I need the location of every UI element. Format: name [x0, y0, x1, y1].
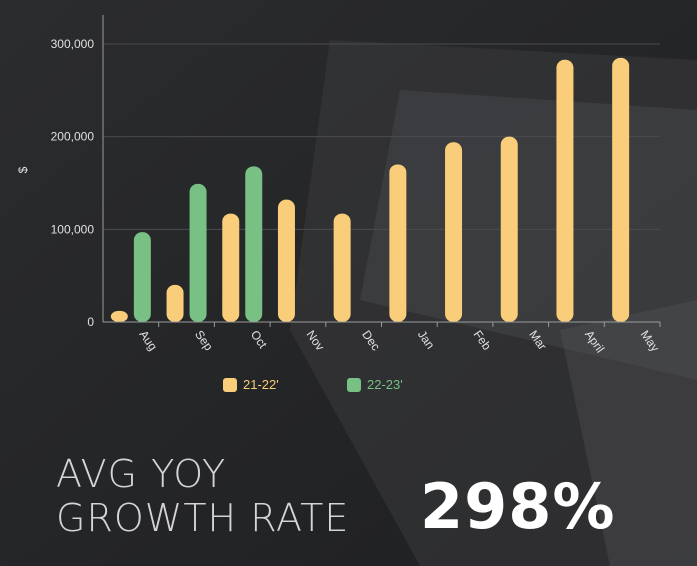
kpi-value: 298%	[420, 470, 616, 543]
bar-21-22	[333, 213, 351, 322]
y-tick-label: 300,000	[51, 37, 95, 51]
bar-21-22	[445, 142, 463, 322]
x-tick-label: Dec	[359, 328, 383, 354]
kpi-title-line2: GROWTH RATE	[56, 496, 350, 540]
bar-21-22	[612, 57, 630, 323]
legend-swatch-22-23	[347, 377, 361, 392]
legend: 21-22' 22-23'	[0, 377, 697, 397]
legend-item-22-23[interactable]: 22-23'	[347, 377, 403, 392]
y-tick-label: 0	[87, 315, 94, 329]
x-tick-label: May	[638, 328, 662, 355]
legend-swatch-21-22	[223, 377, 237, 392]
x-tick-label: Jan	[415, 328, 438, 352]
x-tick-label: Nov	[303, 328, 327, 354]
bar-21-22	[166, 284, 184, 322]
bar-22-23	[133, 232, 151, 322]
gridlines	[103, 43, 660, 230]
y-axis-label: $	[16, 166, 30, 173]
bar-21-22	[110, 310, 128, 322]
kpi-title: AVG YOY GROWTH RATE	[56, 452, 349, 540]
x-tick-label: Aug	[136, 328, 160, 354]
bar-21-22	[222, 213, 240, 322]
bar-21-22	[277, 199, 295, 322]
kpi-title-line1: AVG YOY	[56, 452, 227, 496]
bars	[110, 57, 630, 323]
bar-22-23	[245, 166, 263, 322]
legend-item-21-22[interactable]: 21-22'	[223, 377, 279, 392]
y-tick-label: 100,000	[51, 222, 95, 236]
y-tick-label: 200,000	[51, 130, 95, 144]
x-tick-label: April	[582, 328, 607, 356]
bar-21-22	[389, 164, 407, 322]
bar-22-23	[189, 183, 207, 322]
x-tick-label: Mar	[526, 328, 549, 353]
x-tick-label: Feb	[471, 328, 495, 353]
bar-21-22	[500, 136, 518, 322]
bar-chart: 0 100,000 200,000 300,000 Aug Sep Oct Nov Dec Jan…	[16, 15, 662, 356]
bar-21-22	[556, 59, 574, 323]
legend-label-21-22: 21-22'	[243, 377, 279, 392]
x-tick-label: Sep	[192, 328, 216, 354]
legend-label-22-23: 22-23'	[367, 377, 403, 392]
x-tick-label: Oct	[248, 328, 271, 352]
